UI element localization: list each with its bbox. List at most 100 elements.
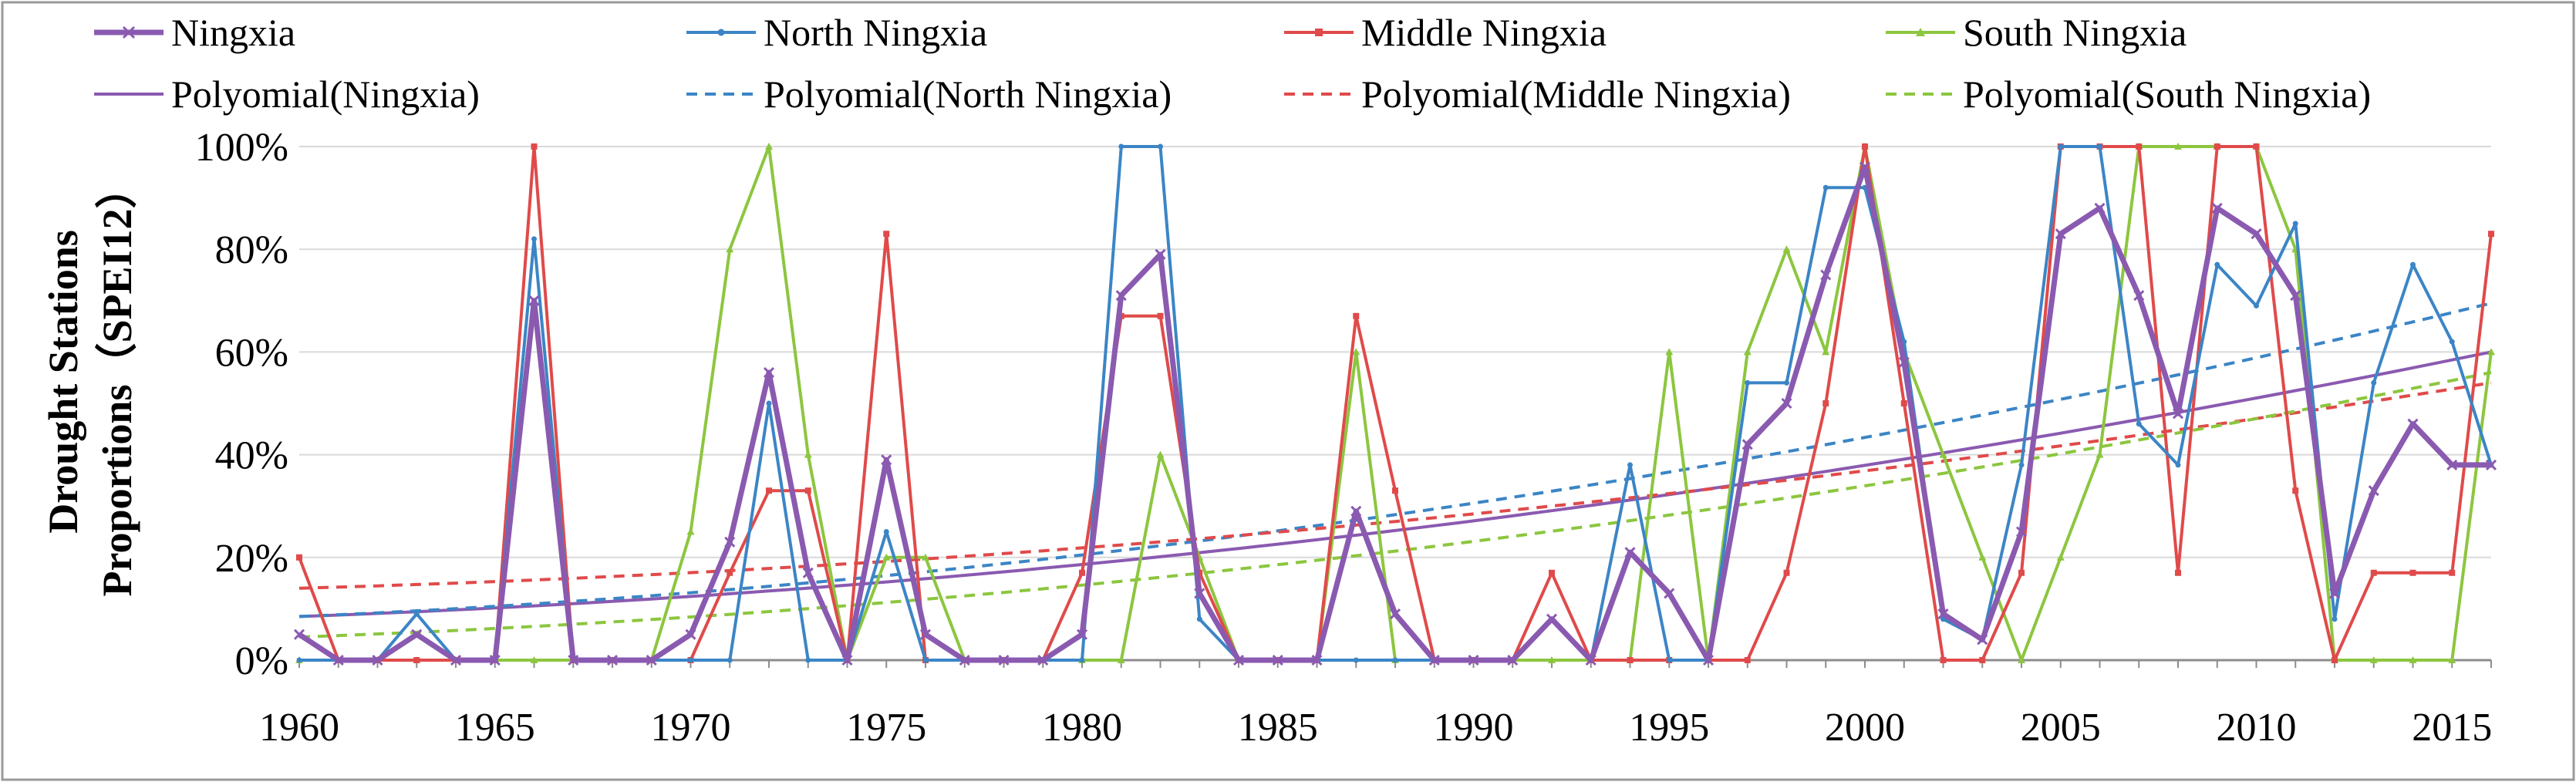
data-point (882, 553, 891, 561)
data-point (2172, 408, 2184, 420)
data-point (1389, 608, 1401, 620)
data-point (726, 245, 734, 253)
data-point (919, 629, 932, 640)
data-point (1232, 654, 1245, 666)
data-point (1549, 569, 1555, 576)
data-point (1822, 348, 1830, 356)
data-point (2449, 569, 2456, 576)
data-point (765, 143, 773, 150)
legend-marker (1315, 29, 1323, 36)
data-point (1546, 613, 1558, 625)
data-point (1900, 400, 1907, 406)
data-point (2251, 228, 2262, 240)
data-point (2449, 339, 2455, 345)
data-point (2407, 418, 2419, 430)
data-point (1627, 462, 1633, 468)
data-point (1979, 657, 1986, 663)
y-axis-title-line1: Drought Stations (40, 230, 86, 534)
x-tick-label: 1975 (846, 706, 926, 750)
trend-lines (298, 302, 2492, 639)
data-point (1311, 654, 1323, 666)
data-point (1353, 657, 1359, 663)
data-point (2254, 302, 2259, 308)
trend-polyomial-north-ningxia (298, 302, 2492, 619)
data-point (1940, 657, 1947, 663)
data-point (372, 654, 383, 666)
data-point (2056, 553, 2065, 561)
data-point (1666, 657, 1672, 663)
data-point (841, 654, 853, 666)
data-point (1822, 400, 1829, 406)
data-point (1977, 634, 1988, 645)
legend-label: Polyomial(North Ningxia) (764, 72, 1172, 116)
data-point (685, 629, 696, 640)
y-tick-labels: 0% 20% 40% 60% 80% 100% (195, 126, 288, 683)
y-tick-label: 80% (215, 228, 288, 272)
data-point (1079, 657, 1085, 663)
data-point (450, 654, 462, 666)
data-point (1507, 654, 1519, 666)
data-point (727, 657, 733, 663)
data-point (2371, 379, 2377, 386)
data-point (1352, 348, 1360, 356)
data-point (1079, 569, 1085, 576)
data-point (1898, 356, 1910, 368)
legend-item-middle-ningxia: Middle Ningxia (1284, 11, 1607, 54)
legend-item-polyomial-south-ningxia: Polyomial(South Ningxia) (1886, 72, 2371, 116)
data-point (1115, 290, 1127, 302)
data-point (998, 654, 1010, 666)
data-point (2369, 656, 2378, 663)
legend-marker (1916, 28, 1925, 36)
data-point (802, 567, 814, 578)
data-point (1392, 657, 1398, 663)
data-point (2096, 450, 2104, 458)
data-point (1194, 588, 1205, 599)
data-point (1117, 656, 1125, 663)
x-tick-label: 2015 (2412, 706, 2492, 750)
data-point (1156, 450, 1165, 458)
data-point (1784, 379, 1789, 386)
data-point (766, 487, 772, 494)
data-point (2328, 588, 2341, 599)
data-point (296, 554, 302, 561)
data-point (2290, 290, 2301, 302)
data-point (1155, 248, 1166, 260)
data-point (606, 654, 619, 666)
data-point (2055, 228, 2066, 240)
data-point (2214, 143, 2220, 150)
data-point (2018, 462, 2025, 468)
x-tick-label: 2000 (1825, 706, 1905, 750)
data-point (1741, 439, 1753, 450)
data-point (411, 629, 423, 640)
data-point (922, 553, 929, 561)
x-tick-label: 1985 (1238, 706, 1318, 750)
series-ningxia (293, 161, 2497, 666)
legend-item-polyomial-north-ningxia: Polyomial(North Ningxia) (686, 72, 1172, 116)
data-point (2487, 348, 2495, 356)
legend-item-north-ningxia: North Ningxia (686, 11, 987, 54)
data-point (646, 654, 657, 666)
data-point (2488, 231, 2494, 238)
x-tick-label: 2005 (2021, 706, 2101, 750)
data-point (2174, 143, 2182, 150)
data-point (1664, 588, 1675, 599)
y-tick-label: 20% (215, 537, 288, 581)
legend-marker (122, 25, 136, 39)
data-point (2368, 485, 2379, 497)
data-point (1702, 654, 1715, 666)
legend: Ningxia North Ningxia Middle Ningxia South … (94, 11, 2371, 116)
trend-polyomial-middle-ningxia (298, 381, 2492, 590)
data-point (2015, 526, 2028, 538)
data-point (2332, 657, 2338, 663)
data-point (296, 657, 302, 663)
legend-marker (717, 29, 725, 36)
data-point (1272, 654, 1283, 666)
data-point (1862, 143, 1868, 150)
y-tick-label: 40% (215, 434, 288, 478)
legend-item-polyomial-ningxia: Polyomial(Ningxia) (94, 72, 480, 116)
legend-item-ningxia: Ningxia (94, 11, 295, 54)
data-point (1781, 397, 1792, 410)
data-point (1037, 654, 1049, 666)
x-axis: 1960 1965 1970 1975 1980 1985 1990 1995 2000 2005… (259, 659, 2492, 750)
data-point (1585, 654, 1597, 666)
